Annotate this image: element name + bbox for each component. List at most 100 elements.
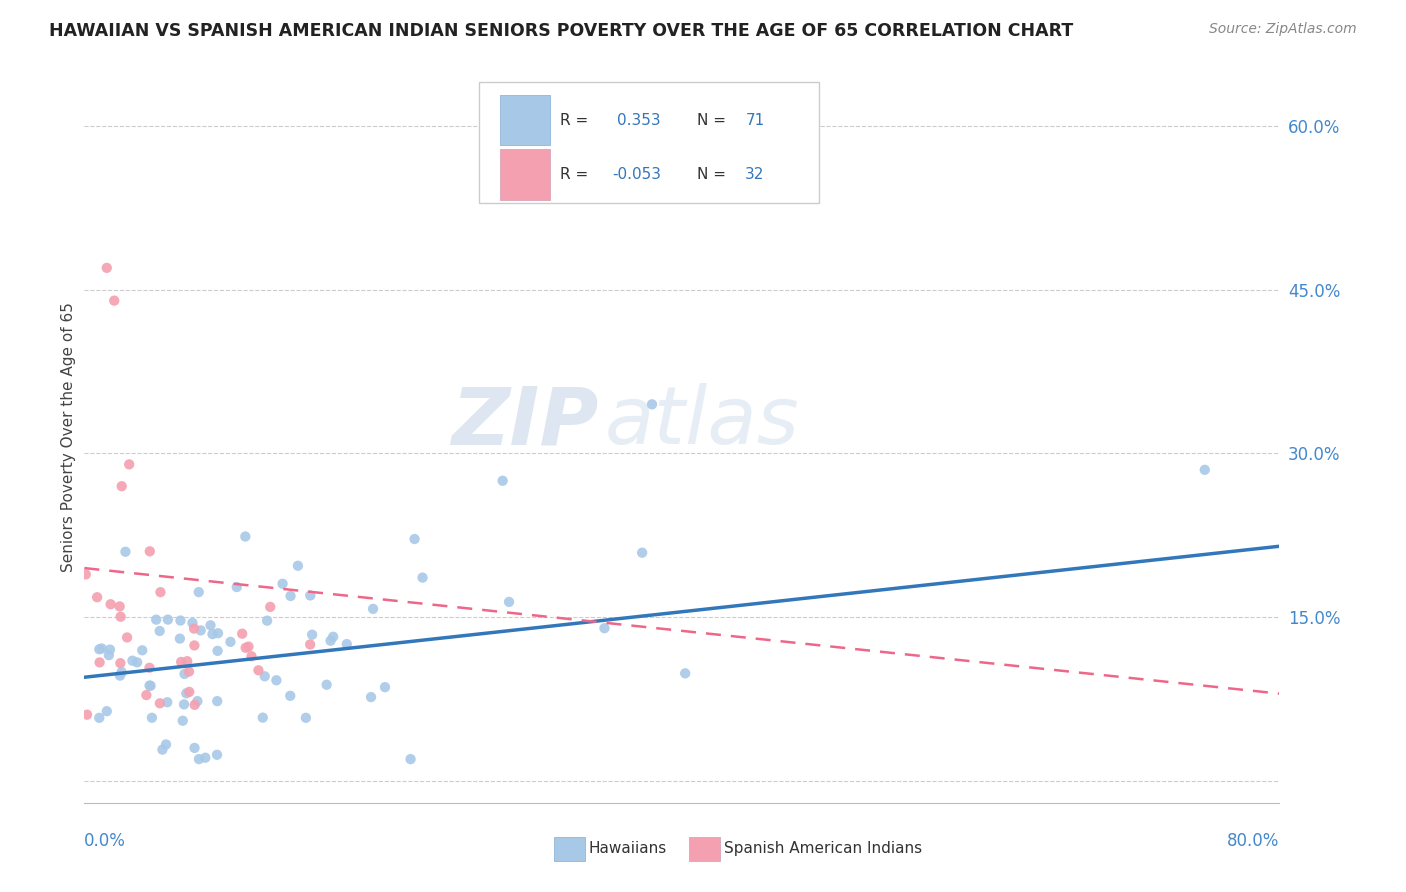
Point bbox=[155, 738, 177, 752]
Point bbox=[299, 637, 322, 651]
Text: N =: N = bbox=[697, 112, 731, 128]
FancyBboxPatch shape bbox=[501, 149, 551, 200]
Point bbox=[412, 571, 434, 585]
Text: 0.353: 0.353 bbox=[617, 112, 661, 128]
Point bbox=[176, 654, 198, 668]
Point bbox=[115, 631, 138, 645]
Text: ZIP: ZIP bbox=[451, 384, 599, 461]
Point bbox=[207, 626, 229, 640]
Point bbox=[131, 643, 153, 657]
Point bbox=[201, 627, 224, 641]
Point bbox=[205, 694, 228, 708]
Point bbox=[172, 714, 194, 728]
Point bbox=[205, 747, 228, 762]
Point bbox=[219, 635, 242, 649]
Text: R =: R = bbox=[560, 112, 593, 128]
Point bbox=[173, 698, 195, 712]
Point bbox=[200, 618, 222, 632]
Point bbox=[86, 591, 108, 605]
Point bbox=[673, 666, 696, 681]
Point bbox=[108, 668, 131, 682]
Point bbox=[238, 640, 260, 654]
Point bbox=[322, 630, 344, 644]
Point bbox=[138, 679, 160, 693]
Point bbox=[259, 599, 281, 614]
Point bbox=[271, 576, 294, 591]
Text: Spanish American Indians: Spanish American Indians bbox=[724, 841, 922, 856]
Point bbox=[111, 479, 134, 493]
Point bbox=[399, 752, 422, 766]
Point bbox=[181, 615, 204, 630]
Point bbox=[641, 397, 664, 411]
Point bbox=[287, 558, 309, 573]
Point bbox=[169, 632, 191, 646]
Point bbox=[96, 704, 118, 718]
Point bbox=[295, 711, 318, 725]
Point bbox=[97, 648, 120, 662]
Point bbox=[114, 545, 136, 559]
Point bbox=[89, 642, 111, 657]
Text: R =: R = bbox=[560, 167, 593, 182]
Point bbox=[110, 609, 132, 624]
Point bbox=[121, 654, 143, 668]
Y-axis label: Seniors Poverty Over the Age of 65: Seniors Poverty Over the Age of 65 bbox=[60, 302, 76, 572]
Point bbox=[1194, 463, 1216, 477]
Point bbox=[631, 546, 654, 560]
Point bbox=[404, 532, 426, 546]
Point bbox=[149, 585, 172, 599]
Point bbox=[231, 626, 253, 640]
Text: HAWAIIAN VS SPANISH AMERICAN INDIAN SENIORS POVERTY OVER THE AGE OF 65 CORRELATI: HAWAIIAN VS SPANISH AMERICAN INDIAN SENI… bbox=[49, 22, 1073, 40]
Text: 0.0%: 0.0% bbox=[84, 832, 127, 850]
Point bbox=[156, 613, 179, 627]
Point bbox=[75, 567, 97, 582]
Point bbox=[183, 639, 205, 653]
Point bbox=[156, 695, 179, 709]
FancyBboxPatch shape bbox=[501, 95, 551, 145]
Point bbox=[360, 690, 382, 705]
Point bbox=[174, 686, 197, 700]
Point bbox=[336, 637, 359, 651]
Point bbox=[235, 640, 257, 655]
Point bbox=[188, 752, 211, 766]
Point bbox=[111, 665, 134, 679]
Point bbox=[252, 711, 274, 725]
Point bbox=[89, 711, 111, 725]
Point bbox=[183, 698, 205, 712]
Point bbox=[170, 655, 193, 669]
Point bbox=[149, 624, 172, 638]
Point bbox=[139, 679, 162, 693]
Point bbox=[186, 694, 208, 708]
Text: -0.053: -0.053 bbox=[613, 167, 662, 182]
Point bbox=[253, 669, 276, 683]
Point bbox=[498, 595, 520, 609]
Point bbox=[266, 673, 288, 688]
Point bbox=[225, 580, 247, 594]
Point bbox=[177, 665, 200, 679]
Point bbox=[361, 602, 384, 616]
Text: Hawaiians: Hawaiians bbox=[589, 841, 666, 856]
Point bbox=[110, 656, 132, 670]
Point bbox=[127, 656, 149, 670]
Point bbox=[179, 685, 201, 699]
Point bbox=[90, 641, 112, 656]
Point bbox=[135, 688, 157, 702]
Point bbox=[173, 667, 195, 681]
Point bbox=[315, 678, 337, 692]
Text: 80.0%: 80.0% bbox=[1227, 832, 1279, 850]
Point bbox=[278, 689, 301, 703]
Point bbox=[280, 589, 302, 603]
Point bbox=[190, 624, 212, 638]
Point bbox=[319, 633, 342, 648]
Text: N =: N = bbox=[697, 167, 731, 182]
FancyBboxPatch shape bbox=[479, 82, 820, 203]
Point bbox=[169, 614, 191, 628]
Point bbox=[183, 740, 205, 755]
Point bbox=[194, 750, 217, 764]
Point bbox=[118, 458, 141, 472]
Point bbox=[374, 680, 396, 694]
Point bbox=[100, 597, 122, 611]
Point bbox=[141, 711, 163, 725]
Point bbox=[108, 599, 131, 614]
Point bbox=[187, 585, 209, 599]
Text: 71: 71 bbox=[745, 112, 765, 128]
